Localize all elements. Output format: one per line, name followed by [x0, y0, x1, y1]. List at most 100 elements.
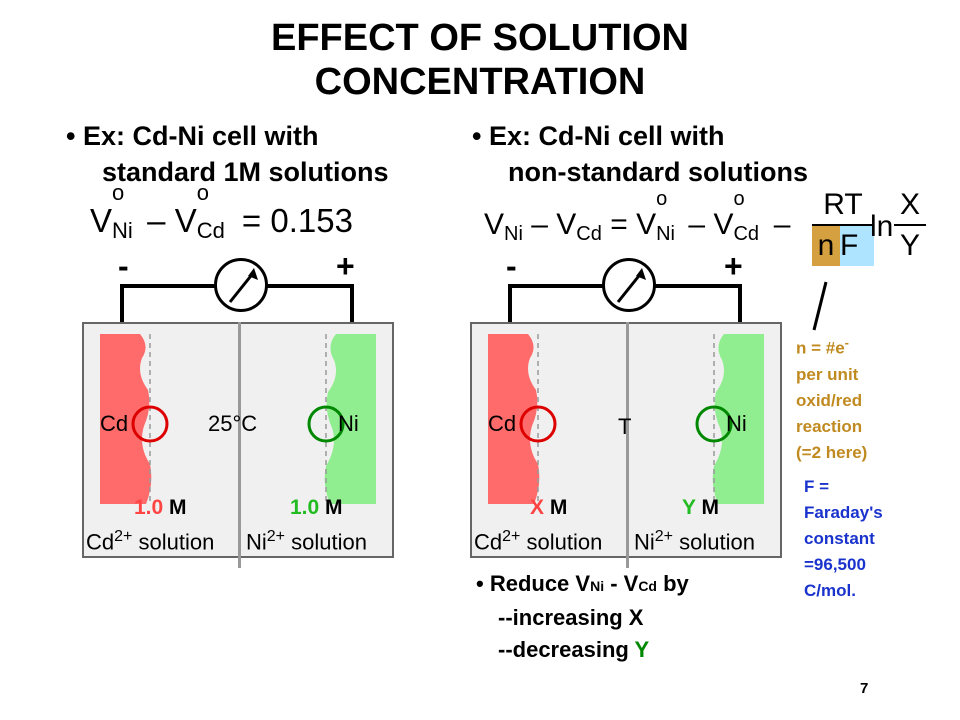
reduce-line2: --increasing X [498, 605, 644, 630]
reduce-suffix: by [656, 571, 689, 596]
n-note-line1: n = #e- [796, 330, 867, 362]
right-cd-electrode [488, 334, 540, 504]
ln-numerator: X [899, 188, 920, 221]
f-definition-note: F = Faraday's constant =96,500 C/mol. [804, 474, 883, 604]
eq-v: V [90, 202, 113, 239]
left-cd-concentration: 1.0 M [134, 496, 187, 520]
eq-cd-subscript: Cd [576, 223, 602, 245]
right-anode-wire [508, 284, 512, 338]
n-definition-note: n = #e- per unit oxid/red reaction (=2 h… [796, 330, 867, 466]
ion-symbol: Cd [86, 529, 115, 555]
right-voltmeter [602, 258, 656, 312]
solution-word: solution [520, 529, 603, 555]
right-voltmeter-needle [616, 268, 646, 303]
reduce-mid: - V [604, 571, 639, 596]
ion-charge: 2+ [502, 528, 521, 545]
right-ni-solution: Ni2+ solution [634, 528, 755, 555]
right-cd-ring [519, 405, 557, 443]
n-note-line3: oxid/red [796, 390, 863, 410]
conc-value: 1.0 [290, 496, 320, 519]
conc-value: 1.0 [134, 496, 164, 519]
eq-v: V [556, 208, 577, 241]
reduce-line3-y: Y [634, 637, 650, 662]
reduce-prefix: • Reduce V [476, 571, 591, 596]
left-ni-solution: Ni2+ solution [246, 528, 367, 555]
reduce-line3-prefix: --decreasing [498, 637, 635, 662]
reduce-line3: --decreasing Y [476, 634, 689, 666]
eq-o-superscript: o [112, 180, 125, 205]
solution-word: solution [132, 529, 215, 555]
conc-unit: M [701, 496, 719, 519]
fraction-x-y: X Y [894, 188, 926, 266]
reduce-line1: • Reduce VNi - VCd by [476, 568, 689, 602]
left-ni-ring [307, 405, 345, 443]
ion-charge: 2+ [654, 528, 674, 545]
reduce-ni-subscript: Ni [590, 578, 605, 594]
fraction-rt-nf: RT n F [812, 188, 874, 266]
left-cd-solution: Cd2+ solution [86, 528, 214, 555]
right-plus-sign: + [724, 248, 743, 284]
right-cathode-wire [738, 284, 742, 338]
f-note-line2: Faraday's [804, 503, 883, 522]
eq-cd-subscript: Cd [196, 218, 225, 243]
reduce-bullet: • Reduce VNi - VCd by --increasing X --d… [476, 568, 689, 666]
n-note-line4: reaction [796, 416, 863, 436]
f-note-line3: constant [804, 529, 875, 548]
title-line1: EFFECT OF SOLUTION [271, 17, 689, 59]
n-note-superscript: - [844, 335, 850, 350]
right-cd-label: Cd [488, 411, 517, 436]
left-ni-concentration: 1.0 M [290, 496, 343, 520]
ion-charge: 2+ [114, 528, 133, 545]
f-note-line4: =96,500 [804, 555, 866, 574]
ion-symbol: Ni [246, 529, 267, 555]
eq-ni-subscript: Ni [656, 223, 675, 245]
right-ni-ring [695, 405, 733, 443]
fraction-f: F [840, 226, 874, 266]
eq-ni-subscript: Ni [504, 223, 523, 245]
right-ni-label: Ni [726, 411, 747, 436]
right-minus-sign: - [506, 248, 517, 284]
left-temperature: 25°C [208, 411, 258, 436]
left-cd-electrode [100, 334, 152, 504]
right-temperature: T [618, 414, 632, 439]
ion-symbol: Ni [634, 529, 655, 555]
eq-v: V [174, 202, 197, 239]
ion-symbol: Cd [474, 529, 503, 555]
left-plus-sign: + [336, 248, 355, 284]
f-note-line1: F = [804, 477, 830, 496]
n-note-line2: per unit [796, 364, 859, 384]
left-cd-ring [131, 405, 169, 443]
right-salt-bridge [626, 322, 629, 568]
eq-rhs: = 0.153 [232, 202, 353, 239]
title-line2: CONCENTRATION [314, 61, 646, 103]
right-cd-solution: Cd2+ solution [474, 528, 602, 555]
eq-v: V [713, 208, 734, 241]
eq-o-superscript: o [733, 188, 745, 210]
left-salt-bridge [238, 322, 241, 568]
right-cd-concentration: X M [530, 496, 567, 520]
conc-unit: M [325, 496, 343, 519]
left-ni-label: Ni [338, 411, 359, 436]
page-title: EFFECT OF SOLUTION CONCENTRATION [0, 16, 960, 104]
conc-unit: M [549, 496, 568, 519]
ln-label: ln [870, 210, 894, 243]
eq-v: V [484, 208, 505, 241]
left-anode-wire [120, 284, 124, 338]
page-number: 7 [860, 680, 869, 697]
n-note-text: n = #e [796, 338, 845, 358]
eq-o-superscript: o [656, 188, 668, 210]
fraction-n: n [812, 226, 840, 266]
ion-charge: 2+ [266, 528, 286, 545]
n-note-line5: (=2 here) [796, 442, 868, 462]
eq-equals: = [601, 208, 637, 241]
eq-minus: – [138, 202, 175, 239]
left-cathode-wire [350, 284, 354, 338]
eq-ni-subscript: Ni [112, 218, 133, 243]
left-voltmeter-needle [228, 268, 258, 303]
conc-value: X [530, 496, 545, 519]
eq-minus: – [680, 208, 714, 241]
ln-denominator: Y [899, 229, 920, 262]
f-note-line5: C/mol. [804, 581, 856, 600]
